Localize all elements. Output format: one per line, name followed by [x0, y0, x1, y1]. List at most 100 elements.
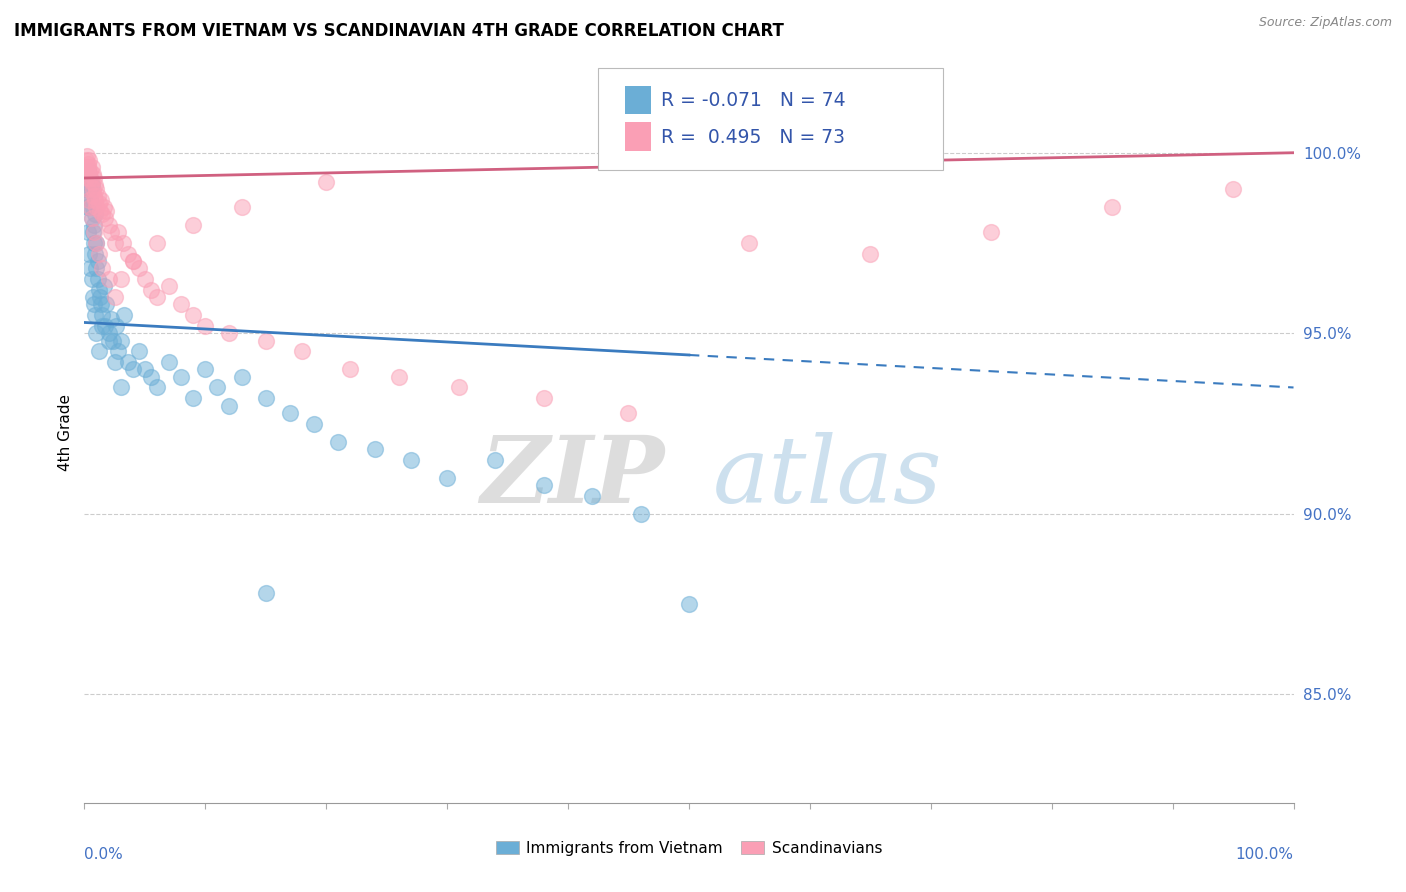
Point: [77, 182, 100, 196]
Point: [1222, 182, 1244, 196]
Legend: Immigrants from Vietnam, Scandinavians: Immigrants from Vietnam, Scandinavians: [489, 835, 889, 862]
Point: [1101, 200, 1123, 214]
Point: [436, 471, 458, 485]
Point: [75, 153, 97, 167]
Point: [77, 182, 100, 196]
Point: [533, 478, 555, 492]
Point: [128, 261, 150, 276]
Point: [110, 272, 132, 286]
Bar: [624, 87, 651, 114]
Point: [80, 175, 103, 189]
Point: [139, 283, 162, 297]
Point: [112, 308, 135, 322]
Point: [80, 160, 103, 174]
Point: [86, 254, 108, 268]
Point: [104, 235, 127, 250]
Point: [388, 369, 411, 384]
Point: [91, 207, 114, 221]
Point: [90, 193, 112, 207]
Point: [128, 344, 150, 359]
Point: [76, 200, 98, 214]
Text: Source: ZipAtlas.com: Source: ZipAtlas.com: [1258, 16, 1392, 29]
Point: [77, 193, 100, 207]
Point: [207, 380, 229, 394]
Point: [104, 290, 127, 304]
Text: IMMIGRANTS FROM VIETNAM VS SCANDINAVIAN 4TH GRADE CORRELATION CHART: IMMIGRANTS FROM VIETNAM VS SCANDINAVIAN …: [14, 22, 785, 40]
Point: [79, 171, 101, 186]
Point: [77, 160, 100, 174]
Point: [90, 297, 112, 311]
Point: [100, 311, 122, 326]
Point: [117, 247, 139, 261]
Point: [97, 272, 120, 286]
Point: [84, 308, 107, 322]
Point: [75, 160, 97, 174]
Point: [83, 225, 105, 239]
Point: [83, 297, 105, 311]
Point: [75, 182, 97, 196]
Point: [170, 297, 193, 311]
Point: [83, 235, 105, 250]
Point: [617, 406, 640, 420]
Point: [83, 189, 105, 203]
Text: 100.0%: 100.0%: [1236, 847, 1294, 863]
Point: [181, 308, 204, 322]
Point: [77, 168, 100, 182]
Point: [859, 247, 882, 261]
Point: [146, 235, 169, 250]
Point: [93, 279, 115, 293]
Point: [104, 355, 127, 369]
Point: [121, 362, 143, 376]
Point: [84, 247, 107, 261]
Point: [79, 200, 101, 214]
Point: [86, 235, 108, 250]
Point: [86, 235, 108, 250]
Bar: [624, 122, 651, 151]
Point: [112, 235, 135, 250]
Point: [79, 163, 101, 178]
Point: [134, 362, 156, 376]
Text: R = -0.071   N = 74: R = -0.071 N = 74: [661, 91, 846, 110]
Text: 0.0%: 0.0%: [84, 847, 124, 863]
Point: [146, 290, 169, 304]
Point: [80, 211, 103, 225]
Point: [278, 406, 301, 420]
Point: [79, 193, 101, 207]
Point: [231, 369, 253, 384]
Point: [103, 334, 125, 348]
Point: [80, 272, 103, 286]
Point: [157, 355, 180, 369]
Point: [82, 168, 104, 182]
Point: [97, 334, 120, 348]
Point: [581, 489, 603, 503]
Point: [82, 290, 104, 304]
Point: [107, 225, 129, 239]
Point: [94, 319, 117, 334]
Point: [89, 203, 111, 218]
Point: [94, 297, 117, 311]
Text: ZIP: ZIP: [481, 432, 665, 522]
Point: [254, 586, 277, 600]
Y-axis label: 4th Grade: 4th Grade: [58, 394, 73, 471]
Point: [484, 452, 506, 467]
Point: [121, 254, 143, 268]
Point: [80, 178, 103, 193]
Point: [254, 334, 277, 348]
Point: [146, 380, 169, 394]
Point: [79, 171, 101, 186]
Point: [89, 290, 111, 304]
Point: [91, 308, 114, 322]
Point: [170, 369, 193, 384]
Point: [91, 261, 114, 276]
Point: [134, 272, 156, 286]
Point: [218, 326, 240, 341]
Point: [97, 218, 120, 232]
Point: [291, 344, 314, 359]
Point: [630, 507, 652, 521]
Point: [77, 163, 100, 178]
Point: [86, 261, 108, 276]
Point: [77, 200, 100, 214]
Point: [363, 442, 385, 456]
Point: [117, 355, 139, 369]
Point: [86, 272, 108, 286]
